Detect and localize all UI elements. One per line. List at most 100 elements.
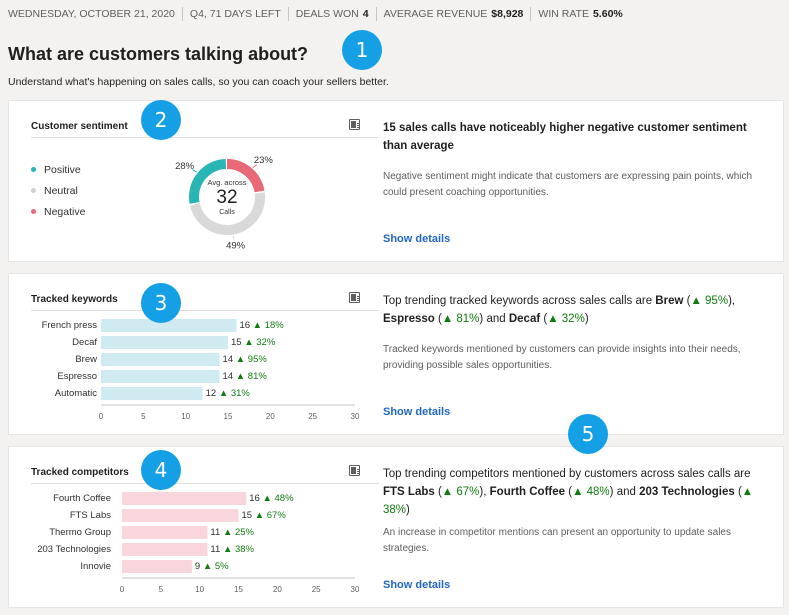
legend-neutral: Neutral [31, 180, 85, 201]
keywords-card: Tracked keywords French press 16 ▲ 18% Dec… [8, 273, 784, 435]
bar-value: 15 [231, 337, 244, 348]
bar-value-label: 16 ▲ 48% [249, 493, 294, 504]
competitors-insight-body: An increase in competitor mentions can p… [383, 527, 731, 554]
keywords-bar-chart: French press 16 ▲ 18% Decaf 15 ▲ 32% Brew 14 … [42, 319, 360, 421]
x-tick-label: 25 [312, 585, 321, 594]
text: ) and [479, 313, 509, 325]
text: ), [728, 295, 736, 307]
trend-label: ▲ 95% [236, 354, 268, 365]
category-label: FTS Labs [70, 510, 111, 521]
x-tick-label: 5 [159, 585, 164, 594]
x-tick-label: 15 [224, 412, 233, 421]
divider [31, 483, 379, 484]
bar [101, 370, 220, 383]
trend-up: ▲ 32% [547, 313, 585, 325]
bar [122, 509, 239, 522]
sentiment-insight-body: Negative sentiment might indicate that c… [383, 171, 753, 198]
x-tick-label: 30 [351, 412, 360, 421]
page-title: What are customers talking about? [8, 44, 309, 64]
category-label: Innovie [80, 561, 111, 572]
keywords-insight-body: Tracked keywords mentioned by customers … [383, 344, 741, 371]
bar-value: 11 [210, 527, 223, 538]
legend-positive: Positive [31, 159, 85, 180]
export-excel-icon[interactable] [349, 119, 360, 130]
divider [31, 310, 379, 311]
text: ( [434, 486, 442, 498]
callout-badge-1: 1 [342, 30, 382, 70]
x-tick-label: 20 [273, 585, 282, 594]
legend-negative: Negative [31, 201, 85, 222]
callout-badge-4: 4 [141, 450, 181, 490]
keyword-espresso: Espresso [383, 313, 435, 325]
category-label: Fourth Coffee [53, 493, 111, 504]
divider [31, 137, 379, 138]
bar [122, 560, 192, 573]
leader-line [252, 164, 258, 169]
competitor-fts-labs: FTS Labs [383, 486, 435, 498]
keyword-brew: Brew [655, 295, 684, 307]
keywords-show-details-link[interactable]: Show details [383, 406, 451, 418]
donut-slice-positive [189, 159, 265, 235]
callout-badge-5: 5 [568, 414, 608, 454]
bar-value-label: 12 ▲ 31% [206, 388, 251, 399]
sentiment-title: Customer sentiment [31, 121, 128, 132]
trend-up: ▲ 95% [690, 295, 729, 307]
category-label: Thermo Group [49, 527, 111, 538]
text: ( [565, 486, 573, 498]
positive-dot-icon [31, 167, 36, 172]
keywords-insight-heading: Top trending tracked keywords across sal… [383, 292, 765, 328]
bar-value: 11 [210, 544, 223, 555]
text: Top trending competitors mentioned by cu… [383, 468, 751, 480]
trend-up: ▲ 67% [441, 486, 480, 498]
leader-line [192, 169, 198, 173]
keywords-insight: Top trending tracked keywords across sal… [383, 292, 765, 374]
kpi-bar: WEDNESDAY, OCTOBER 21, 2020 Q4, 71 DAYS … [0, 0, 789, 28]
competitors-title: Tracked competitors [31, 467, 129, 478]
current-date: WEDNESDAY, OCTOBER 21, 2020 [8, 8, 175, 20]
category-label: Brew [75, 354, 97, 365]
donut-label-positive: 28% [175, 161, 195, 172]
trend-up: ▲ 48% [572, 486, 610, 498]
x-tick-label: 15 [234, 585, 243, 594]
competitors-show-details-link[interactable]: Show details [383, 579, 451, 591]
export-excel-icon[interactable] [349, 292, 360, 303]
callout-badge-2: 2 [141, 100, 181, 140]
bar-value-label: 15 ▲ 67% [242, 510, 287, 521]
competitors-insight-heading: Top trending competitors mentioned by cu… [383, 465, 765, 519]
text: ) and [609, 486, 640, 498]
quarter-status: Q4, 71 DAYS LEFT [181, 7, 288, 21]
trend-label: ▲ 48% [262, 493, 294, 504]
bar-value-label: 16 ▲ 18% [239, 320, 284, 331]
trend-label: ▲ 32% [244, 337, 276, 348]
x-tick-label: 25 [308, 412, 317, 421]
trend-label: ▲ 81% [236, 371, 268, 382]
bar [122, 543, 208, 556]
avg-revenue-value: $8,928 [491, 8, 524, 20]
donut-slice-negative [189, 159, 265, 235]
bar-value-label: 15 ▲ 32% [231, 337, 276, 348]
bar-value: 14 [223, 371, 236, 382]
win-rate-label: WIN RATE [538, 8, 589, 20]
x-tick-label: 10 [181, 412, 190, 421]
legend-label: Negative [44, 205, 86, 218]
keyword-decaf: Decaf [508, 313, 541, 325]
bar-value-label: 9 ▲ 5% [195, 561, 229, 572]
category-label: Espresso [57, 371, 97, 382]
sentiment-insight-heading: 15 sales calls have noticeably higher ne… [383, 122, 747, 152]
category-label: Decaf [72, 337, 97, 348]
text: ) [406, 504, 410, 516]
bar-value: 16 [239, 320, 252, 331]
bar [122, 526, 208, 539]
text: ( [434, 313, 442, 325]
export-excel-icon[interactable] [349, 465, 360, 476]
x-tick-label: 0 [99, 412, 104, 421]
sentiment-show-details-link[interactable]: Show details [383, 233, 451, 245]
x-tick-label: 20 [266, 412, 275, 421]
bar-value-label: 11 ▲ 38% [210, 544, 254, 555]
bar-value: 16 [249, 493, 262, 504]
bar-value-label: 14 ▲ 95% [223, 354, 268, 365]
trend-label: ▲ 31% [219, 388, 251, 399]
bar [101, 336, 228, 349]
category-label: 203 Technologies [37, 544, 111, 555]
